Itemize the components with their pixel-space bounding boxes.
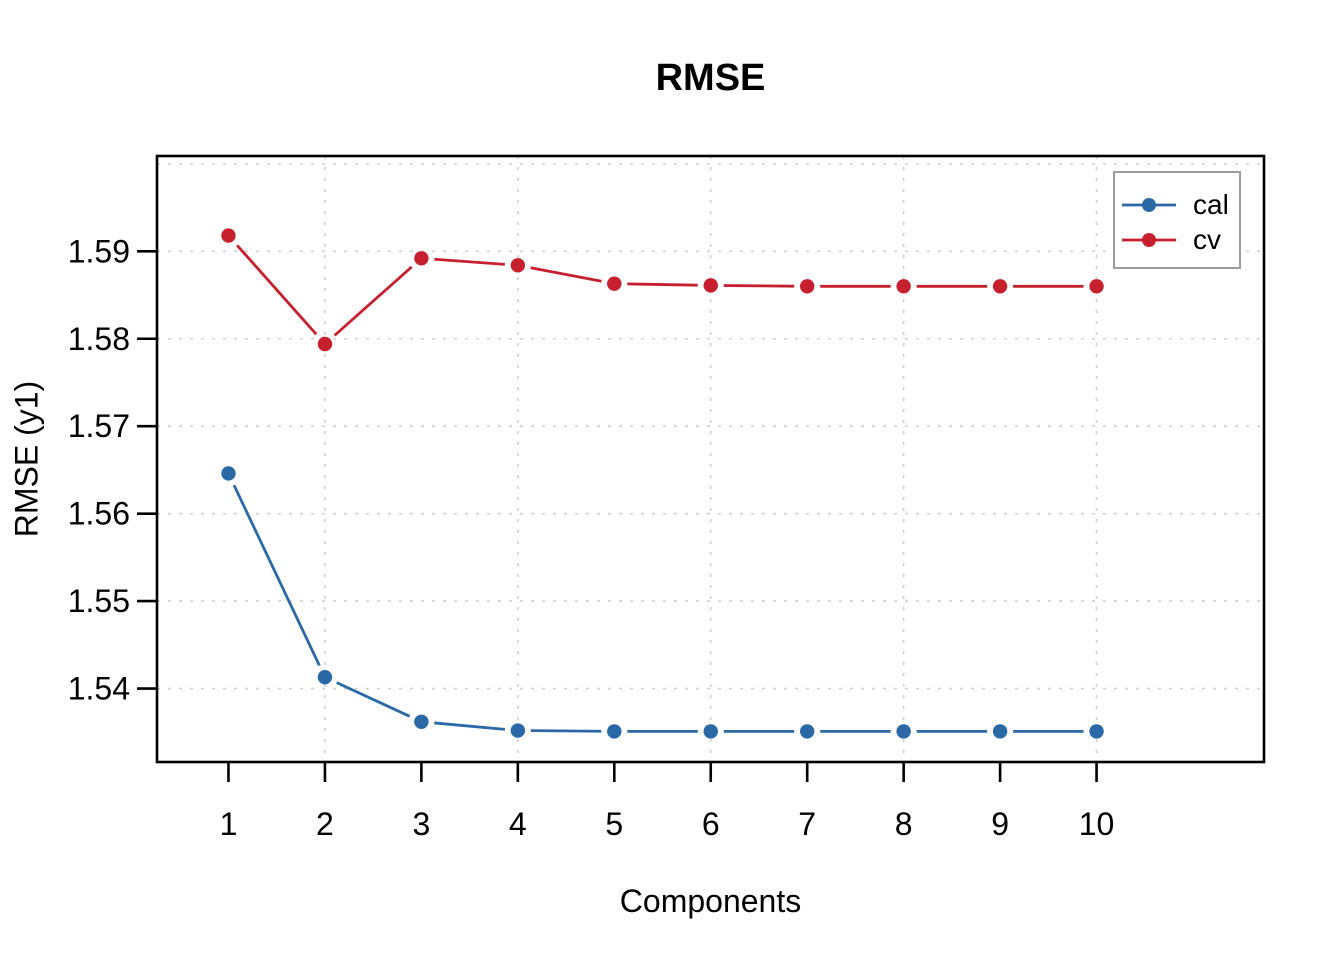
series-cal-segment [530,729,602,733]
legend: cal cv [1113,171,1241,269]
series-cal-segment [336,681,411,718]
series-cv-segment [333,265,413,337]
chart-title: RMSE [655,57,766,99]
legend-marker-cv [1122,232,1176,247]
series-cv-point [221,228,236,243]
series-cal-segment [232,484,321,667]
legend-label-cal: cal [1193,188,1229,220]
y-tick-label: 1.58 [68,321,130,357]
series-cv-point [1089,279,1104,294]
legend-point [1142,232,1156,247]
series-cal-point [992,724,1008,739]
x-tick-label: 9 [991,806,1009,842]
x-tick-label: 4 [509,806,527,842]
series-cal-point [703,724,718,739]
series-cv-point [317,336,333,352]
series-cal-point [317,669,333,685]
series-cal-point [414,714,429,729]
y-axis-label: RMSE (y1) [8,380,45,538]
series-cv-segment [723,284,795,288]
series-cv-segment [434,257,505,266]
series-cv-point [896,279,911,294]
series-cv-point [414,251,429,266]
series-cv-segment [627,282,698,287]
series-cal-point [799,724,815,739]
x-tick-label: 1 [220,806,238,842]
y-tick-label: 1.59 [68,233,130,269]
legend-label-cv: cv [1193,223,1221,255]
series-cal-point [896,724,911,739]
series-cv-point [992,279,1008,294]
y-tick-label: 1.56 [68,496,130,532]
legend-point [1142,197,1156,212]
y-tick-label: 1.55 [68,583,130,619]
x-tick-label: 6 [702,806,720,842]
series-cv-point [703,278,718,293]
legend-marker-cal [1122,197,1176,212]
series-cal-point [607,724,622,739]
y-tick-label: 1.54 [68,671,130,707]
x-tick-label: 7 [798,806,816,842]
series-cv-point [607,276,622,291]
x-tick-label: 8 [895,806,913,842]
series-cv-segment [530,266,602,283]
x-tick-label: 10 [1079,806,1115,842]
y-tick-label: 1.57 [68,408,130,444]
x-tick-label: 2 [316,806,334,842]
x-axis-label: Components [619,883,802,919]
x-tick-label: 5 [605,806,623,842]
legend-item-cal: cal [1115,187,1239,222]
series-cv-segment [236,244,318,336]
series-cal-point [1089,724,1104,739]
series-cal-point [510,723,526,738]
series-cal-segment [434,721,506,731]
legend-item-cv: cv [1115,222,1239,257]
x-tick-label: 3 [412,806,430,842]
series-cal-point [221,466,236,481]
series-cv-point [799,279,815,294]
series-cv-point [510,258,526,273]
